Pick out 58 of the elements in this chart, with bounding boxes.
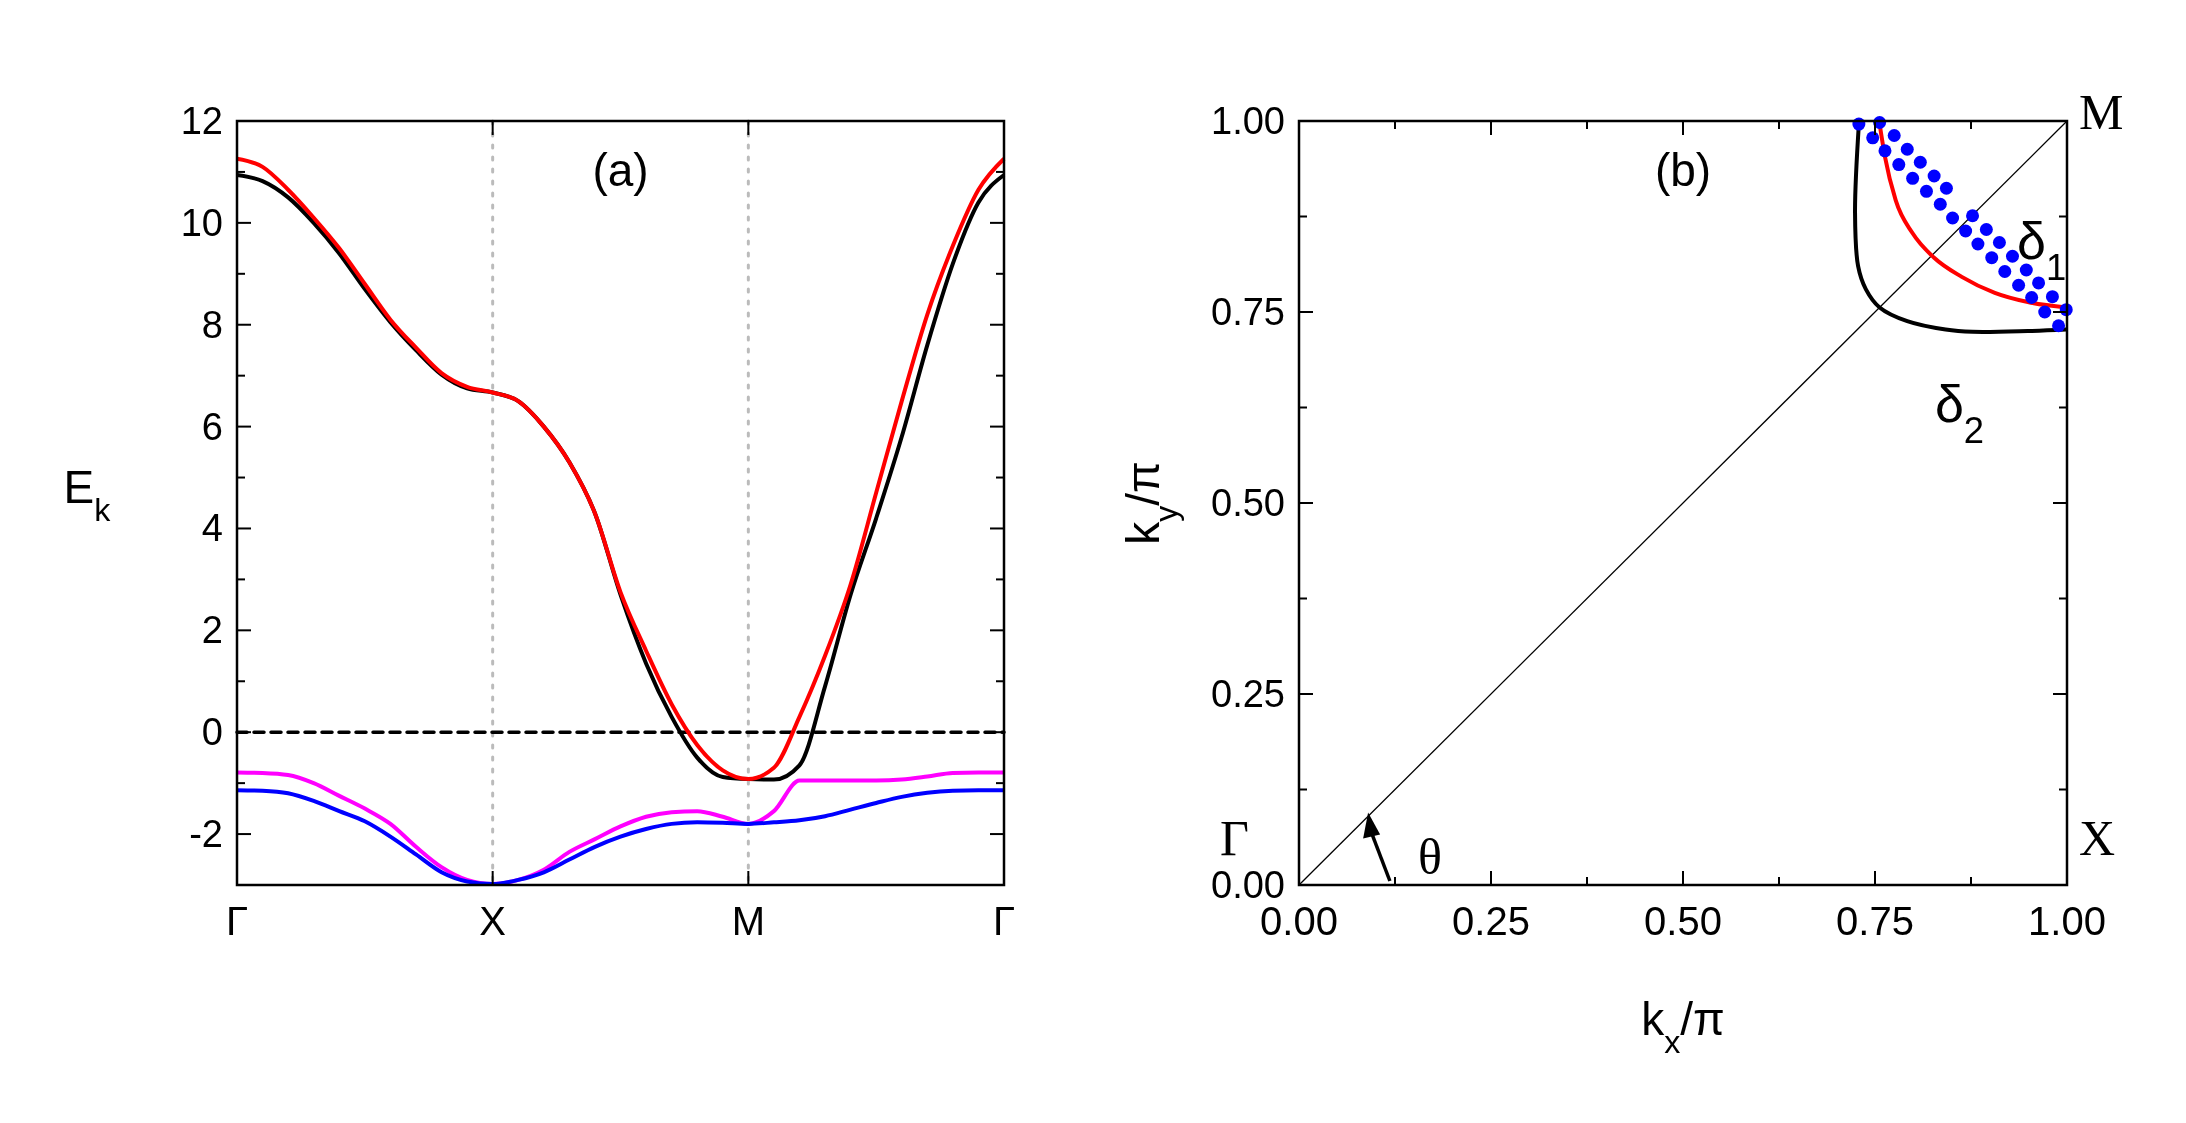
point — [1927, 169, 1941, 183]
point — [1966, 209, 1980, 223]
point — [2052, 319, 2066, 333]
y-tick-label: -2 — [189, 813, 223, 856]
y-tick-label: 6 — [201, 405, 223, 448]
point — [1892, 158, 1906, 172]
point — [1979, 222, 1993, 236]
x-tick-label: 0.50 — [1644, 899, 1722, 943]
y-axis-title: E$_{k}$ — [63, 461, 112, 528]
point — [1992, 235, 2006, 249]
y-tick-label: 4 — [201, 507, 223, 550]
point — [1866, 131, 1880, 145]
y-tick-label: 0.75 — [1211, 291, 1285, 333]
point — [1971, 237, 1985, 251]
x-tick-label: Γ — [992, 899, 1016, 943]
text: (b) — [1654, 144, 1712, 196]
annotation: M — [2079, 84, 2124, 140]
text: (a) — [592, 144, 649, 196]
point — [1939, 181, 1953, 195]
point — [1878, 144, 1892, 158]
y-tick-label: 10 — [180, 201, 223, 244]
point — [2038, 305, 2052, 319]
x-tick-label: 0.75 — [1836, 899, 1914, 943]
y-tick-label: 0.25 — [1211, 673, 1285, 715]
y-tick-label: 8 — [201, 303, 223, 346]
point — [2032, 276, 2046, 290]
point — [1998, 265, 2012, 279]
point — [2012, 278, 2026, 292]
point — [2025, 290, 2039, 304]
text: X — [2079, 810, 2116, 866]
x-tick-label: 1.00 — [2028, 899, 2106, 943]
y-tick-label: 1.00 — [1211, 100, 1285, 142]
point — [1900, 142, 1914, 156]
annotation: δ$_{2}$ — [1934, 374, 1985, 451]
point — [1913, 155, 1927, 169]
point — [2005, 249, 2019, 263]
x-tick-label: Γ — [225, 899, 249, 943]
point — [1959, 224, 1973, 238]
point — [1919, 184, 1933, 198]
annotation: δ$_{1}$ — [2017, 211, 2067, 288]
x-axis-title: k$_{x}$/π — [1641, 993, 1725, 1060]
y-tick-label: 0 — [201, 711, 223, 754]
point — [1887, 129, 1901, 143]
point — [2045, 290, 2059, 304]
point — [1906, 171, 1920, 185]
annotation: θ — [1418, 829, 1443, 886]
point — [2019, 263, 2033, 277]
y-tick-label: 12 — [180, 100, 223, 142]
x-tick-label: X — [479, 899, 507, 943]
point — [1985, 251, 1999, 265]
x-tick-label: M — [731, 899, 765, 943]
y-tick-label: 2 — [201, 609, 223, 652]
point — [1933, 197, 1947, 211]
line-series — [235, 788, 1006, 886]
point — [1946, 211, 1960, 225]
x-tick-label: 0.25 — [1452, 899, 1530, 943]
annotation: Γ — [1220, 810, 1249, 866]
y-tick-label: 0.50 — [1211, 482, 1285, 524]
